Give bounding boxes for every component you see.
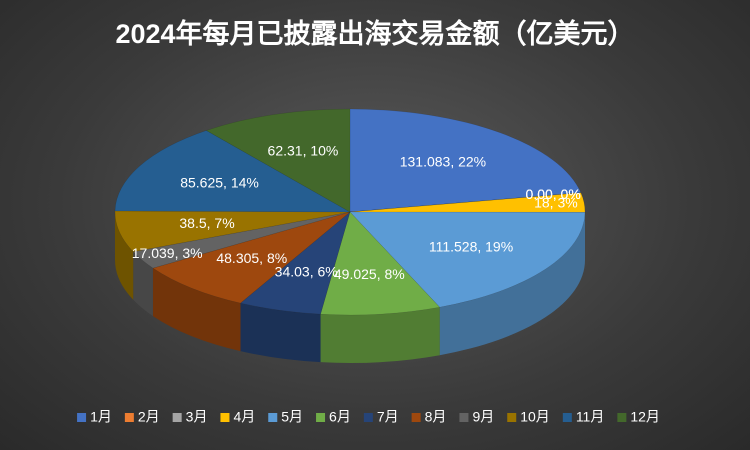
data-label: 34.03, 6% (275, 264, 338, 280)
legend-swatch (507, 413, 517, 422)
slice-side (320, 307, 440, 363)
legend-label: 2月 (138, 409, 160, 425)
legend-swatch (124, 413, 134, 422)
data-label: 48.305, 8% (216, 250, 287, 266)
data-label: 62.31, 10% (268, 142, 339, 158)
legend-label: 1月 (90, 409, 112, 425)
legend: 1月 2月 3月 4月 5月 6月 7月 8月 9月 10月 11月 12月 (77, 409, 660, 425)
slice-side (439, 212, 585, 356)
slice-side (240, 303, 321, 363)
legend-swatch (220, 413, 230, 422)
legend-swatch (77, 413, 87, 422)
slice-side (115, 212, 134, 300)
chart-title: 2024年每月已披露出海交易金额（亿美元） (115, 19, 635, 49)
legend-label: 3月 (186, 409, 208, 425)
data-label: 49.025, 8% (334, 266, 405, 282)
data-label: 0.00, 0% (526, 186, 581, 202)
slice (205, 108, 351, 213)
legend-label: 5月 (281, 409, 303, 425)
data-label: 131.083, 22% (400, 154, 486, 170)
legend-swatch (268, 413, 278, 422)
data-label: 111.528, 19% (429, 238, 513, 254)
slice (132, 211, 351, 269)
data-label: 18, 3% (534, 194, 578, 210)
legend-swatch (363, 413, 373, 422)
slice-side (152, 268, 241, 352)
legend-label: 9月 (472, 409, 494, 425)
legend-swatch (459, 413, 469, 422)
legend-label: 8月 (425, 409, 447, 425)
slice (239, 211, 351, 315)
slice-side (133, 251, 153, 317)
slice (349, 108, 582, 213)
legend-swatch (172, 413, 182, 422)
legend-label: 12月 (630, 409, 660, 425)
slice (152, 211, 351, 304)
legend-swatch (316, 413, 326, 422)
legend-swatch (617, 413, 627, 422)
slice (114, 210, 351, 253)
slice (114, 130, 351, 213)
legend-label: 7月 (377, 409, 399, 425)
legend-label: 10月 (520, 409, 550, 425)
data-label: 17.039, 3% (132, 245, 203, 261)
slice (349, 192, 586, 213)
legend-label: 11月 (576, 409, 605, 425)
legend-label: 4月 (233, 409, 255, 425)
data-label: 0.00, 0% (526, 186, 581, 202)
legend-swatch (562, 413, 572, 422)
slice (349, 211, 586, 308)
pie-tops (114, 108, 586, 316)
pie-sides (115, 212, 585, 363)
data-label: 85.625, 14% (180, 174, 259, 190)
legend-swatch (411, 413, 421, 422)
slice (320, 211, 441, 316)
data-label: 38.5, 7% (179, 215, 234, 231)
legend-label: 6月 (329, 409, 351, 425)
